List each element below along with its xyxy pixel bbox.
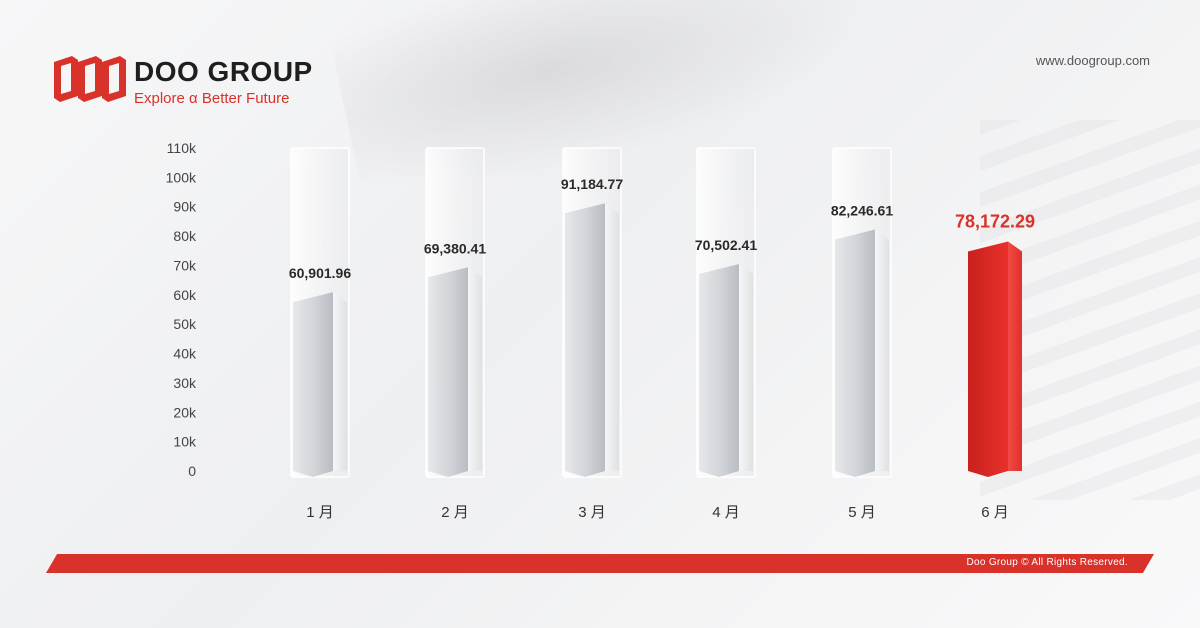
bar-6: 78,172.29 — [955, 211, 1035, 477]
bar-4: 70,502.41 — [695, 147, 757, 478]
brand-logo: DOO GROUP Explore α Better Future — [52, 52, 322, 110]
bar-5: 82,246.61 — [831, 147, 893, 478]
x-tick-label: 6 月 — [981, 504, 1009, 521]
value-label: 91,184.77 — [561, 176, 623, 192]
bar-side — [1008, 241, 1022, 471]
x-tick-label: 5 月 — [848, 504, 876, 521]
x-tick-label: 4 月 — [712, 504, 740, 521]
y-tick-label: 10k — [173, 434, 197, 450]
value-label: 69,380.41 — [424, 240, 486, 256]
y-tick-label: 40k — [173, 346, 197, 362]
bar-side — [468, 267, 482, 471]
bar-side — [875, 229, 889, 471]
copyright-text: Doo Group © All Rights Reserved. — [966, 557, 1128, 568]
x-tick-label: 2 月 — [441, 504, 469, 521]
y-tick-label: 50k — [173, 316, 197, 332]
bar-front — [699, 263, 739, 477]
y-tick-label: 90k — [173, 199, 197, 215]
website-url: www.doogroup.com — [1035, 53, 1150, 68]
doo-logo-icon — [54, 56, 126, 102]
value-label: 60,901.96 — [289, 265, 351, 281]
y-tick-label: 70k — [173, 257, 197, 273]
bar-front — [565, 203, 605, 477]
brand-name: DOO GROUP — [134, 56, 313, 87]
y-tick-label: 110k — [167, 140, 197, 156]
y-tick-label: 20k — [173, 404, 197, 420]
bar-front — [835, 229, 875, 477]
bar-3: 91,184.77 — [561, 147, 623, 478]
bar-1: 60,901.96 — [289, 147, 351, 478]
x-tick-label: 3 月 — [578, 504, 606, 521]
bar-side — [739, 263, 753, 471]
bar-2: 69,380.41 — [424, 147, 486, 478]
bar-side — [333, 292, 347, 471]
bars-group: 60,901.96 69,380.41 91,184.77 70,502.41 82,2… — [289, 147, 1035, 478]
value-label: 70,502.41 — [695, 237, 757, 253]
footer-bar — [46, 554, 1154, 573]
x-tick-label: 1 月 — [306, 504, 334, 521]
bar-side — [605, 203, 619, 471]
y-tick-label: 0 — [188, 463, 196, 479]
brand-tagline: Explore α Better Future — [134, 90, 290, 107]
y-tick-label: 100k — [166, 169, 197, 185]
bar-front — [293, 292, 333, 477]
y-tick-label: 30k — [173, 375, 197, 391]
y-tick-label: 60k — [173, 287, 197, 303]
bar-front — [428, 267, 468, 477]
y-tick-label: 80k — [173, 228, 197, 244]
y-axis: 0 10k 20k 30k 40k 50k 60k 70k 80k 90k 100k 110k — [166, 140, 197, 479]
x-axis: 1 月 2 月 3 月 4 月 5 月 6 月 — [306, 504, 1009, 521]
bar-front — [968, 241, 1008, 477]
value-label: 82,246.61 — [831, 202, 893, 218]
value-label: 78,172.29 — [955, 211, 1035, 231]
